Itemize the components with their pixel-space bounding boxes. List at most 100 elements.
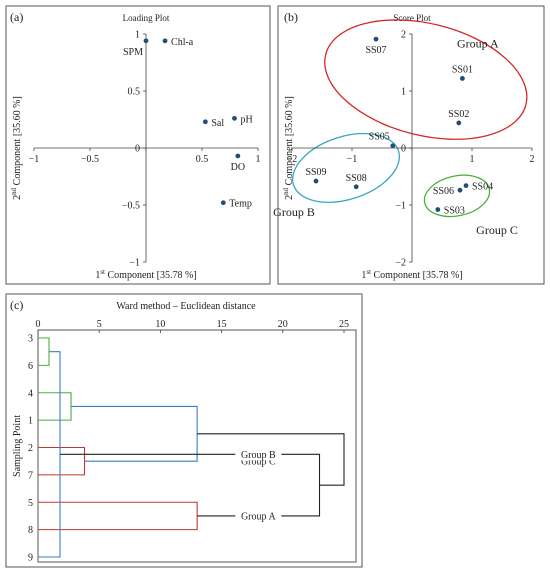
data-point <box>143 38 149 44</box>
data-point <box>463 183 469 189</box>
data-point <box>457 187 463 193</box>
point-label: SS08 <box>346 173 367 184</box>
loading-plot-title: Loading Plot <box>123 13 170 23</box>
dendrogram-ylabel: Sampling Point <box>12 415 23 477</box>
dendrogram-panel: (c) Ward method – Euclidean distance 0 5 1… <box>5 293 363 568</box>
point-label: SS02 <box>448 109 469 120</box>
y-tick-label: 0.5 <box>128 87 141 98</box>
score-plot-ylabel: 2nd Component [35.60 %] <box>282 96 295 200</box>
group-ellipse <box>291 132 401 203</box>
score-plot-panel: (b) Score Plot Group A Group B Group C −2 −… <box>273 5 545 285</box>
cluster-label: Group A <box>241 511 277 522</box>
x-tick-label: −1 <box>29 154 40 165</box>
dendrogram-link <box>38 446 86 476</box>
point-label: DO <box>231 162 245 173</box>
point-label: SS06 <box>433 186 454 197</box>
group-label: Group C <box>476 223 518 237</box>
point-label: SS01 <box>452 64 473 75</box>
data-point <box>456 120 462 126</box>
group-label: Group B <box>273 205 315 219</box>
x-tick-label: 1 <box>256 154 261 165</box>
x-tick-label: 20 <box>278 319 288 330</box>
point-label: SS09 <box>305 167 326 178</box>
loading-plot-panel: (a) Loading Plot −1 −0.5 0.5 1 1 0.5 0 −0.5 −1 S… <box>5 5 271 285</box>
panel-b-label: (b) <box>284 10 298 24</box>
x-tick-label: 25 <box>339 319 349 330</box>
x-tick-label: 15 <box>217 319 227 330</box>
point-label: SS03 <box>444 206 465 217</box>
point-label: Sal <box>211 118 224 129</box>
dendrogram-link <box>38 392 72 421</box>
cluster-label-bg <box>235 508 282 522</box>
loading-plot-ylabel: 2nd Component [35.60 %] <box>10 96 23 200</box>
x-tick-label: −1 <box>347 154 358 165</box>
dendrogram-link <box>38 501 198 531</box>
data-point <box>390 143 396 149</box>
dendrogram-link <box>38 351 61 558</box>
x-tick-label: 10 <box>155 319 165 330</box>
loading-plot-xlabel: 1st Component [35.78 %] <box>95 268 196 281</box>
panel-a-label: (a) <box>10 10 23 24</box>
x-tick-label: 0 <box>36 319 41 330</box>
data-point <box>373 36 379 42</box>
loading-plot-axes: −1 −0.5 0.5 1 1 0.5 0 −0.5 −1 <box>29 30 261 269</box>
point-label: SPM <box>123 47 143 58</box>
y-tick-label: 2 <box>401 30 406 41</box>
data-point <box>220 200 226 206</box>
dendrogram-link <box>38 337 50 366</box>
dendrogram-tree: Group C Group A Group B <box>38 337 345 558</box>
panel-b-frame <box>277 5 545 285</box>
data-point <box>162 38 168 44</box>
dendrogram-link <box>197 433 345 486</box>
y-tick-label: −2 <box>395 258 406 269</box>
point-label: SS05 <box>369 132 390 143</box>
leaf-label: 5 <box>28 498 33 509</box>
y-tick-label: 0 <box>135 144 140 155</box>
point-label: pH <box>240 114 252 125</box>
data-point <box>353 184 359 190</box>
y-tick-label: 1 <box>401 87 406 98</box>
group-ellipse <box>423 174 491 218</box>
leaf-label: 9 <box>28 553 33 564</box>
leaf-label: 3 <box>28 334 33 345</box>
data-point <box>232 115 237 121</box>
panel-c-label: (c) <box>10 298 23 312</box>
dendrogram-plot-frame <box>37 329 357 563</box>
x-tick-label: 0.5 <box>196 154 209 165</box>
y-tick-label: −0.5 <box>122 201 140 212</box>
data-point <box>202 119 208 125</box>
x-tick-label: 5 <box>97 319 102 330</box>
cluster-label-bg <box>235 447 282 461</box>
dendrogram-axes: 0 5 10 15 20 25 3 6 4 1 2 7 5 8 9 <box>28 319 349 564</box>
score-plot-group-ellipses: Group A Group B Group C <box>273 19 528 237</box>
leaf-label: 6 <box>28 361 33 372</box>
point-label: SS04 <box>472 182 493 193</box>
x-tick-label: −0.5 <box>81 154 99 165</box>
x-tick-label: 2 <box>530 154 535 165</box>
y-tick-label: −1 <box>129 258 140 269</box>
data-point <box>235 153 241 159</box>
data-point <box>313 178 319 184</box>
leaf-label: 8 <box>28 525 33 536</box>
leaf-label: 2 <box>28 443 33 454</box>
x-tick-label: −2 <box>287 154 298 165</box>
y-tick-label: 1 <box>135 30 140 41</box>
cluster-label: Group B <box>241 450 276 461</box>
data-point <box>435 207 441 212</box>
y-tick-label: −1 <box>395 201 406 212</box>
cluster-label: Group C <box>241 457 276 468</box>
group-label: Group A <box>457 37 499 51</box>
score-plot-title: Score Plot <box>393 13 431 23</box>
leaf-label: 4 <box>28 388 33 399</box>
score-plot-axes: −2 −1 1 2 2 1 0 −1 −2 <box>287 30 535 269</box>
loading-plot-points: SPM Chl-a Sal pH DO Temp <box>123 37 253 210</box>
panel-a-frame <box>5 5 271 285</box>
x-tick-label: 1 <box>470 154 475 165</box>
dendrogram-title: Ward method – Euclidean distance <box>116 301 256 312</box>
score-plot-points: SS07 SS01 SS02 SS05 SS09 SS08 SS06 SS04 SS03 <box>305 36 493 217</box>
score-plot-xlabel: 1st Component [35.78 %] <box>361 268 462 281</box>
point-label: SS07 <box>365 45 386 56</box>
panel-c-frame <box>5 293 363 568</box>
data-point <box>460 76 465 81</box>
